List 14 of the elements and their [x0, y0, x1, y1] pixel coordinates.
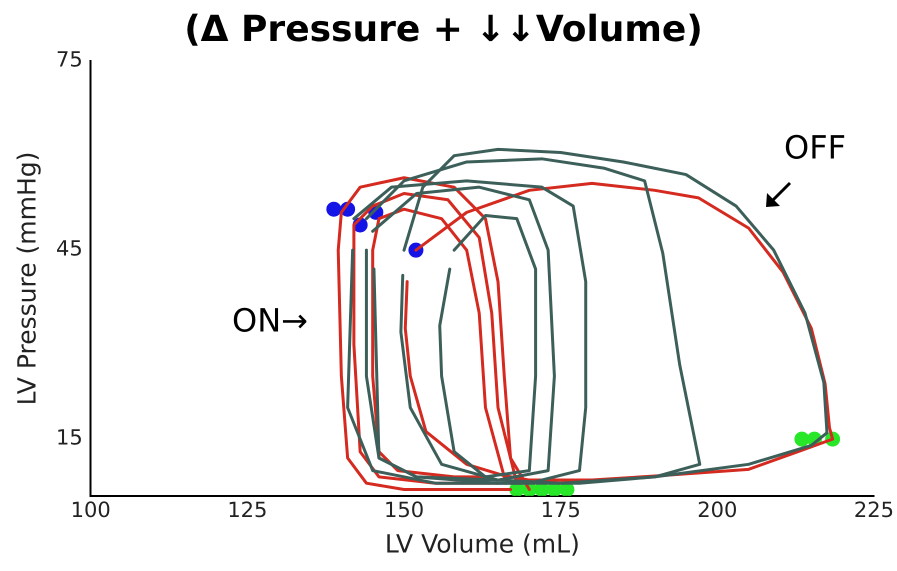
annotation: ON→	[232, 301, 308, 340]
x-axis-title: LV Volume (mL)	[384, 530, 580, 558]
x-tick-label: 175	[540, 498, 581, 522]
x-tick-label: 125	[227, 498, 268, 522]
y-tick-label: 15	[56, 426, 83, 450]
x-tick-label: 225	[854, 498, 894, 522]
y-tick-label: 45	[56, 236, 83, 261]
y-tick-label: 75	[56, 48, 83, 72]
chart-title: (Δ Pressure + ↓↓Volume)	[184, 8, 703, 50]
x-tick-label: 150	[384, 498, 424, 522]
x-tick-label: 100	[70, 498, 111, 522]
annotation: OFF	[784, 128, 846, 166]
x-tick-label: 200	[697, 498, 738, 522]
y-axis-title: LV Pressure (mmHg)	[12, 152, 42, 406]
